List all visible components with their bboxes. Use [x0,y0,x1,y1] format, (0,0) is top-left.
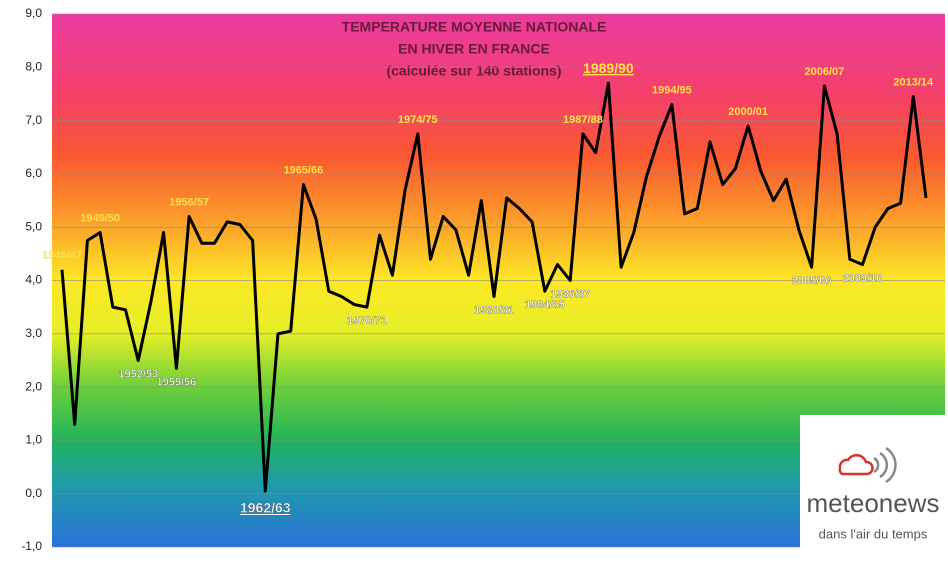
y-tick-label: 5,0 [25,219,42,233]
logo-icon [838,453,874,476]
logo-tagline: dans l'air du temps [819,526,928,541]
point-label: 1946/47 [42,250,82,262]
point-label: 1987/88 [563,114,603,126]
point-label: 2013/14 [893,77,934,89]
point-label: 1980/81 [474,304,514,316]
point-label: 1994/95 [652,85,692,97]
point-label: 1970/71 [347,315,387,327]
logo-waves [873,446,897,484]
point-label: 1974/75 [398,114,438,126]
point-label: 2000/01 [728,106,768,118]
y-tick-label: 9,0 [25,6,42,20]
point-label: 1949/50 [80,212,120,224]
point-label: 1962/63 [240,500,291,516]
y-tick-label: 6,0 [25,166,42,180]
point-label: 2009/10 [843,272,883,284]
chart-title: EN HIVER EN FRANCE [398,41,550,57]
chart-title: (calculée sur 140 stations) [386,63,561,79]
y-tick-label: 2,0 [25,379,42,393]
y-tick-label: 4,0 [25,273,42,287]
point-label: 2006/07 [804,66,844,78]
plot: -1,0 0,0 1,0 2,0 3,0 4,0 5,0 6,0 7,0 8,0 9,0 1946/4… [21,6,945,553]
point-label: 1956/57 [169,196,209,208]
point-label: 1955/56 [156,376,196,388]
y-tick-label: -1,0 [21,539,42,553]
y-tick-label: 7,0 [25,113,42,127]
logo-box [800,415,948,548]
point-label: 2005/06 [792,275,832,287]
point-label: 1984/85 [525,299,565,311]
point-label: 1952/53 [118,368,158,380]
y-tick-label: 0,0 [25,486,42,500]
line [60,81,928,493]
y-tick-label: 8,0 [25,59,42,73]
point-label: 1965/66 [284,164,324,176]
point-label: 1986/87 [550,288,590,300]
logo-name: meteonews [807,488,940,518]
chart-title: TEMPERATURE MOYENNE NATIONALE [342,19,607,35]
y-tick-label: 1,0 [25,433,42,447]
y-tick-label: 3,0 [25,326,42,340]
point-label: 1989/90 [583,60,634,76]
